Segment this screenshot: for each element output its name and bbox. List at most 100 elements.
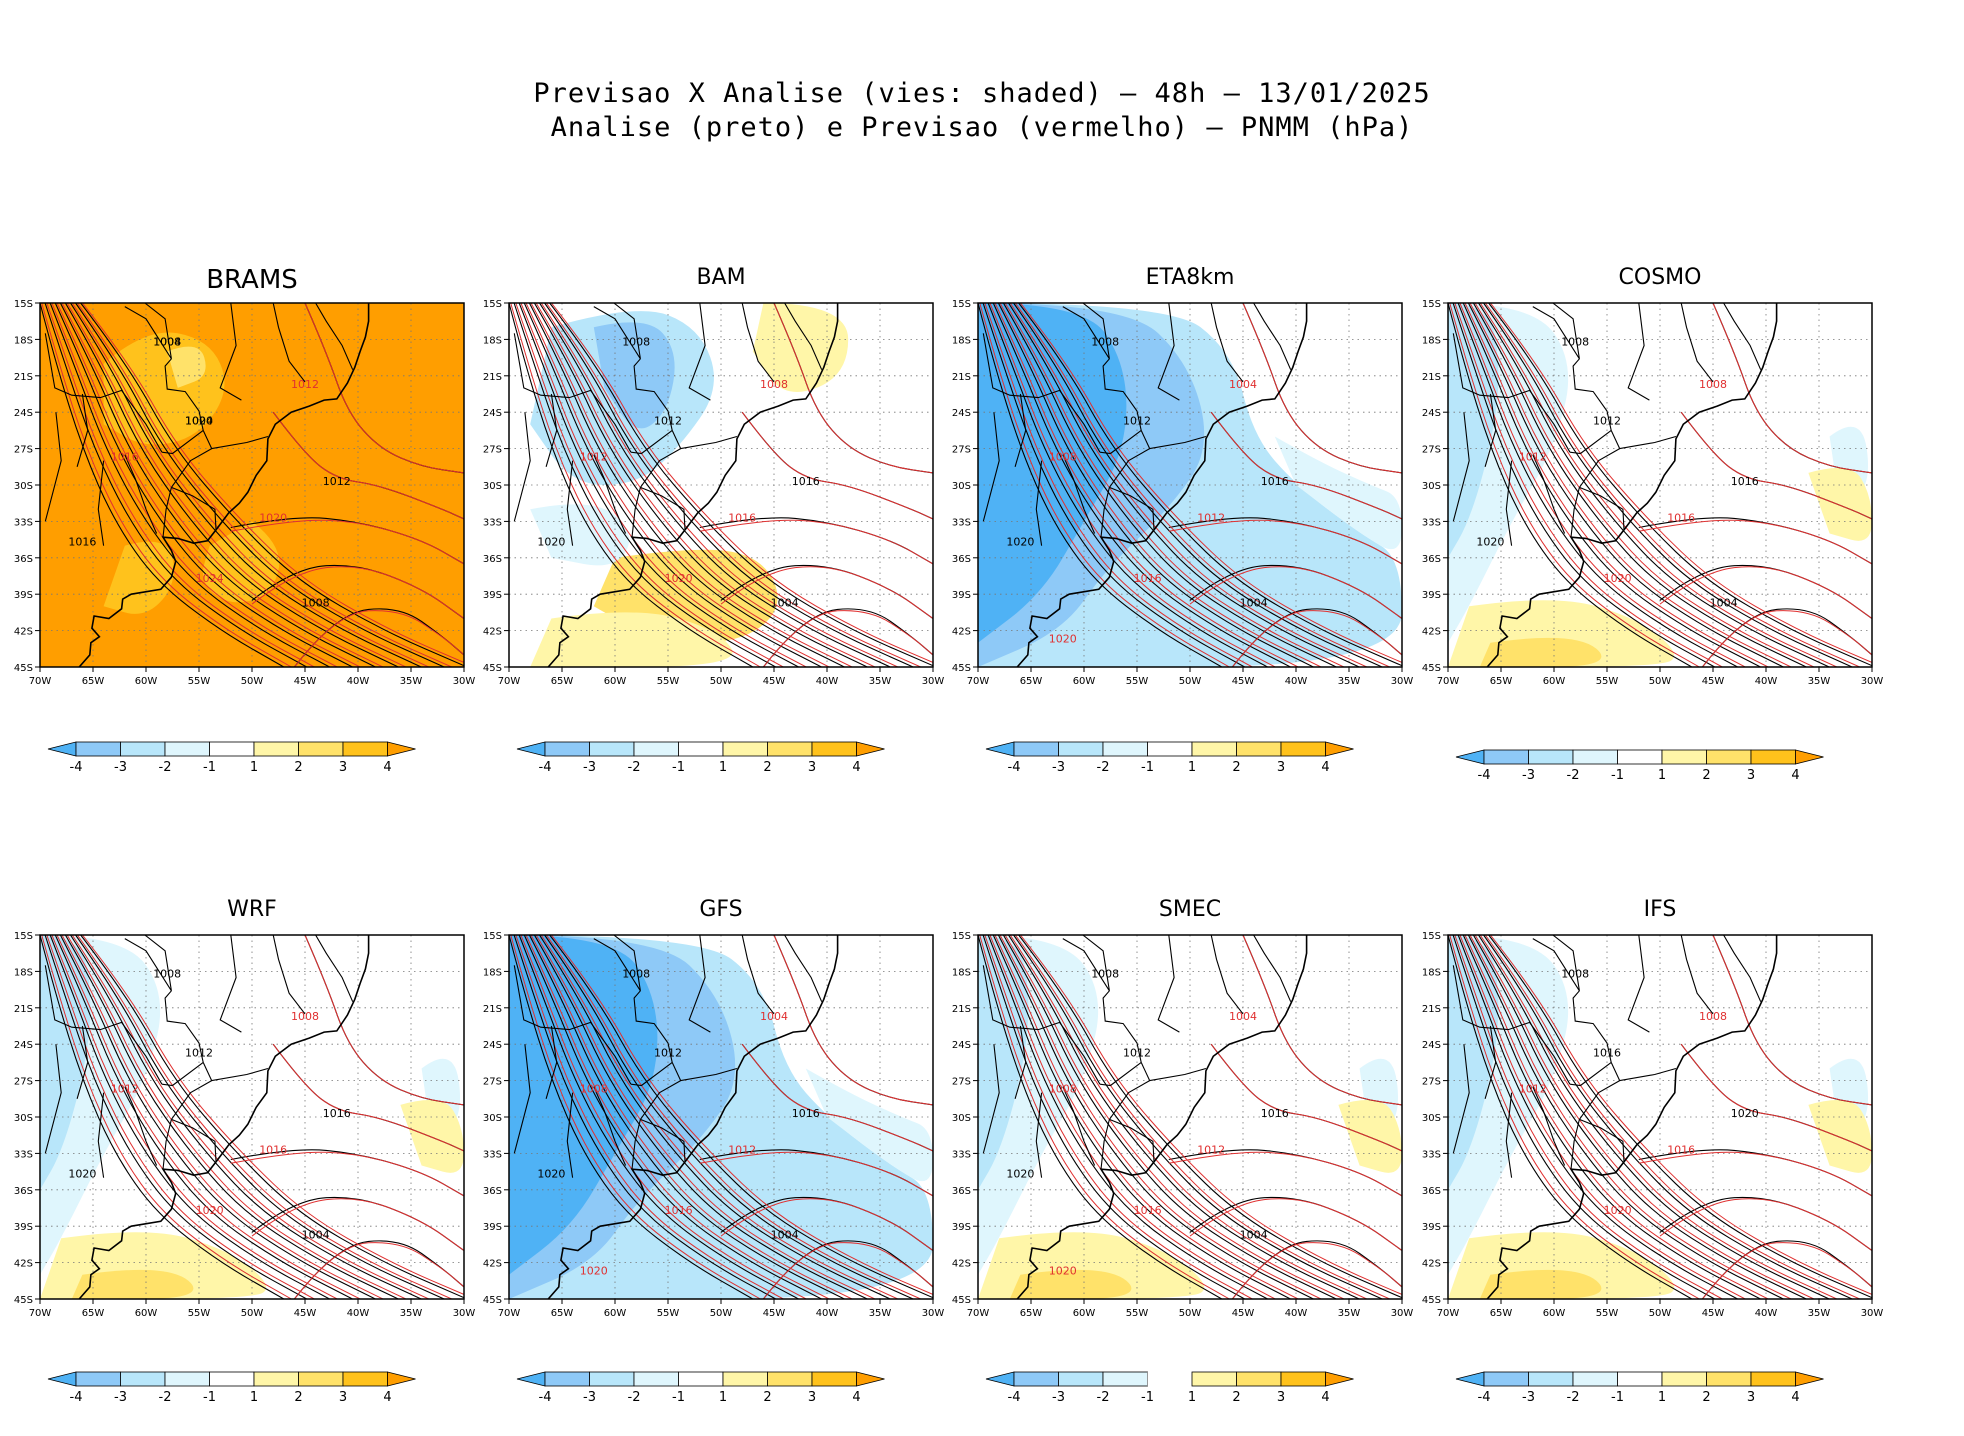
legend-label: 2 [294,1390,302,1405]
forecast-isobar [61,303,384,667]
lon-label: 35W [869,1308,892,1319]
lat-label: 36S [14,1186,33,1197]
lon-label: 65W [82,676,105,687]
analysis-contour-label: 1008 [153,335,181,348]
lat-label: 33S [1422,1149,1441,1160]
analysis-contour-label: 1008 [622,335,650,348]
lat-label: 36S [1422,554,1441,565]
country-border [1062,454,1096,534]
legend-swatch [1483,1371,1529,1387]
legend-swatch [544,1371,590,1387]
country-border [1100,487,1110,538]
legend-arrow-left [47,1371,77,1387]
forecast-isobar [56,935,361,1299]
legend-label: 1 [719,760,727,775]
country-border [688,935,711,1033]
forecast-isobar [82,303,464,663]
lon-label: 40W [1285,676,1308,687]
analysis-contour-label: 1012 [323,475,351,488]
lat-label: 18S [1422,967,1441,978]
country-border [566,460,574,546]
lat-label: 33S [952,1149,971,1160]
country-border [1149,1067,1207,1082]
panel-title-wrf: WRF [227,897,277,922]
lat-label: 24S [483,408,502,419]
lon-label: 60W [1543,1308,1566,1319]
forecast-isobar [994,303,1299,667]
country-border [1109,486,1155,530]
panel-title-gfs: GFS [699,897,743,922]
lat-label: 33S [483,517,502,528]
country-border [680,435,738,450]
analysis-isobar [49,303,330,667]
country-border [1619,1067,1677,1082]
lon-label: 55W [657,1308,680,1319]
lat-label: 42S [952,627,971,638]
forecast-isobar [515,303,784,667]
legend-label: -1 [672,760,685,775]
lat-label: 24S [14,408,33,419]
lat-label: 42S [1422,1259,1441,1270]
lat-label: 15S [14,299,33,310]
legend-swatch [253,741,299,757]
analysis-contour-label: 1004 [185,414,213,427]
lat-label: 27S [14,1077,33,1088]
legend-label: 1 [250,760,258,775]
country-border [590,390,632,453]
legend-label: -2 [628,760,641,775]
legend-label: 4 [383,760,391,775]
map-plot-area: 1008 1012 1016 1020 1004 1008 1012 1016 1020 15S 1… [483,299,944,687]
legend-label: 4 [383,1390,391,1405]
country-border [315,935,354,1002]
legend-label: 1 [1188,1390,1196,1405]
legend-swatch [164,741,210,757]
forecast-isobar [999,935,1322,1299]
analysis-contour-label: 1008 [1561,335,1589,348]
forecast-isobar [989,935,1276,1299]
country-border [164,990,204,1063]
forecast-isobar [1189,1198,1402,1251]
legend-arrow-right [856,741,885,757]
lon-label: 60W [604,676,627,687]
legend-label: 2 [763,760,771,775]
lat-label: 21S [483,372,502,383]
country-border [1572,358,1612,431]
country-border [1452,412,1470,522]
country-border [1102,358,1142,431]
lon-label: 40W [347,1308,370,1319]
country-border [144,935,172,991]
country-border [633,990,673,1063]
lon-label: 35W [400,1308,423,1319]
lon-label: 30W [922,1308,945,1319]
analysis-contour-label: 1008 [1091,967,1119,980]
forecast-contour-label: 1024 [196,572,224,585]
forecast-isobar [56,303,361,667]
legend-label: 3 [808,760,816,775]
lat-label: 21S [14,1004,33,1015]
analysis-isobar [528,303,845,667]
analysis-contour-label: 1004 [153,335,181,348]
forecast-isobar [76,935,452,1299]
legend-label: -3 [1522,1390,1535,1405]
analysis-isobar [1467,935,1784,1299]
legend-swatch [1147,1372,1192,1386]
analysis-isobar [987,935,1268,1299]
lon-label: 50W [710,1308,733,1319]
lat-label: 39S [1422,590,1441,601]
lat-label: 27S [14,445,33,456]
forecast-contour-label: 1016 [259,1143,287,1156]
forecast-isobar [51,935,338,1299]
lon-label: 65W [551,676,574,687]
lat-label: 33S [14,517,33,528]
map-plot-area: 1008 1012 1016 1020 1004 1004 1008 1012 1016 1020… [952,299,1413,687]
panel-title-smec: SMEC [1158,897,1222,922]
forecast-contour-label: 1020 [1049,1265,1077,1278]
forecast-isobar [1479,935,1838,1299]
analysis-contour-label: 1016 [792,1107,820,1120]
analysis-isobar [1467,303,1784,667]
country-border [1569,1061,1612,1087]
legend-swatch [342,741,388,757]
legend-label: -3 [1052,1390,1065,1405]
legend-label: -4 [70,760,83,775]
panel-title-brams: BRAMS [206,265,298,295]
